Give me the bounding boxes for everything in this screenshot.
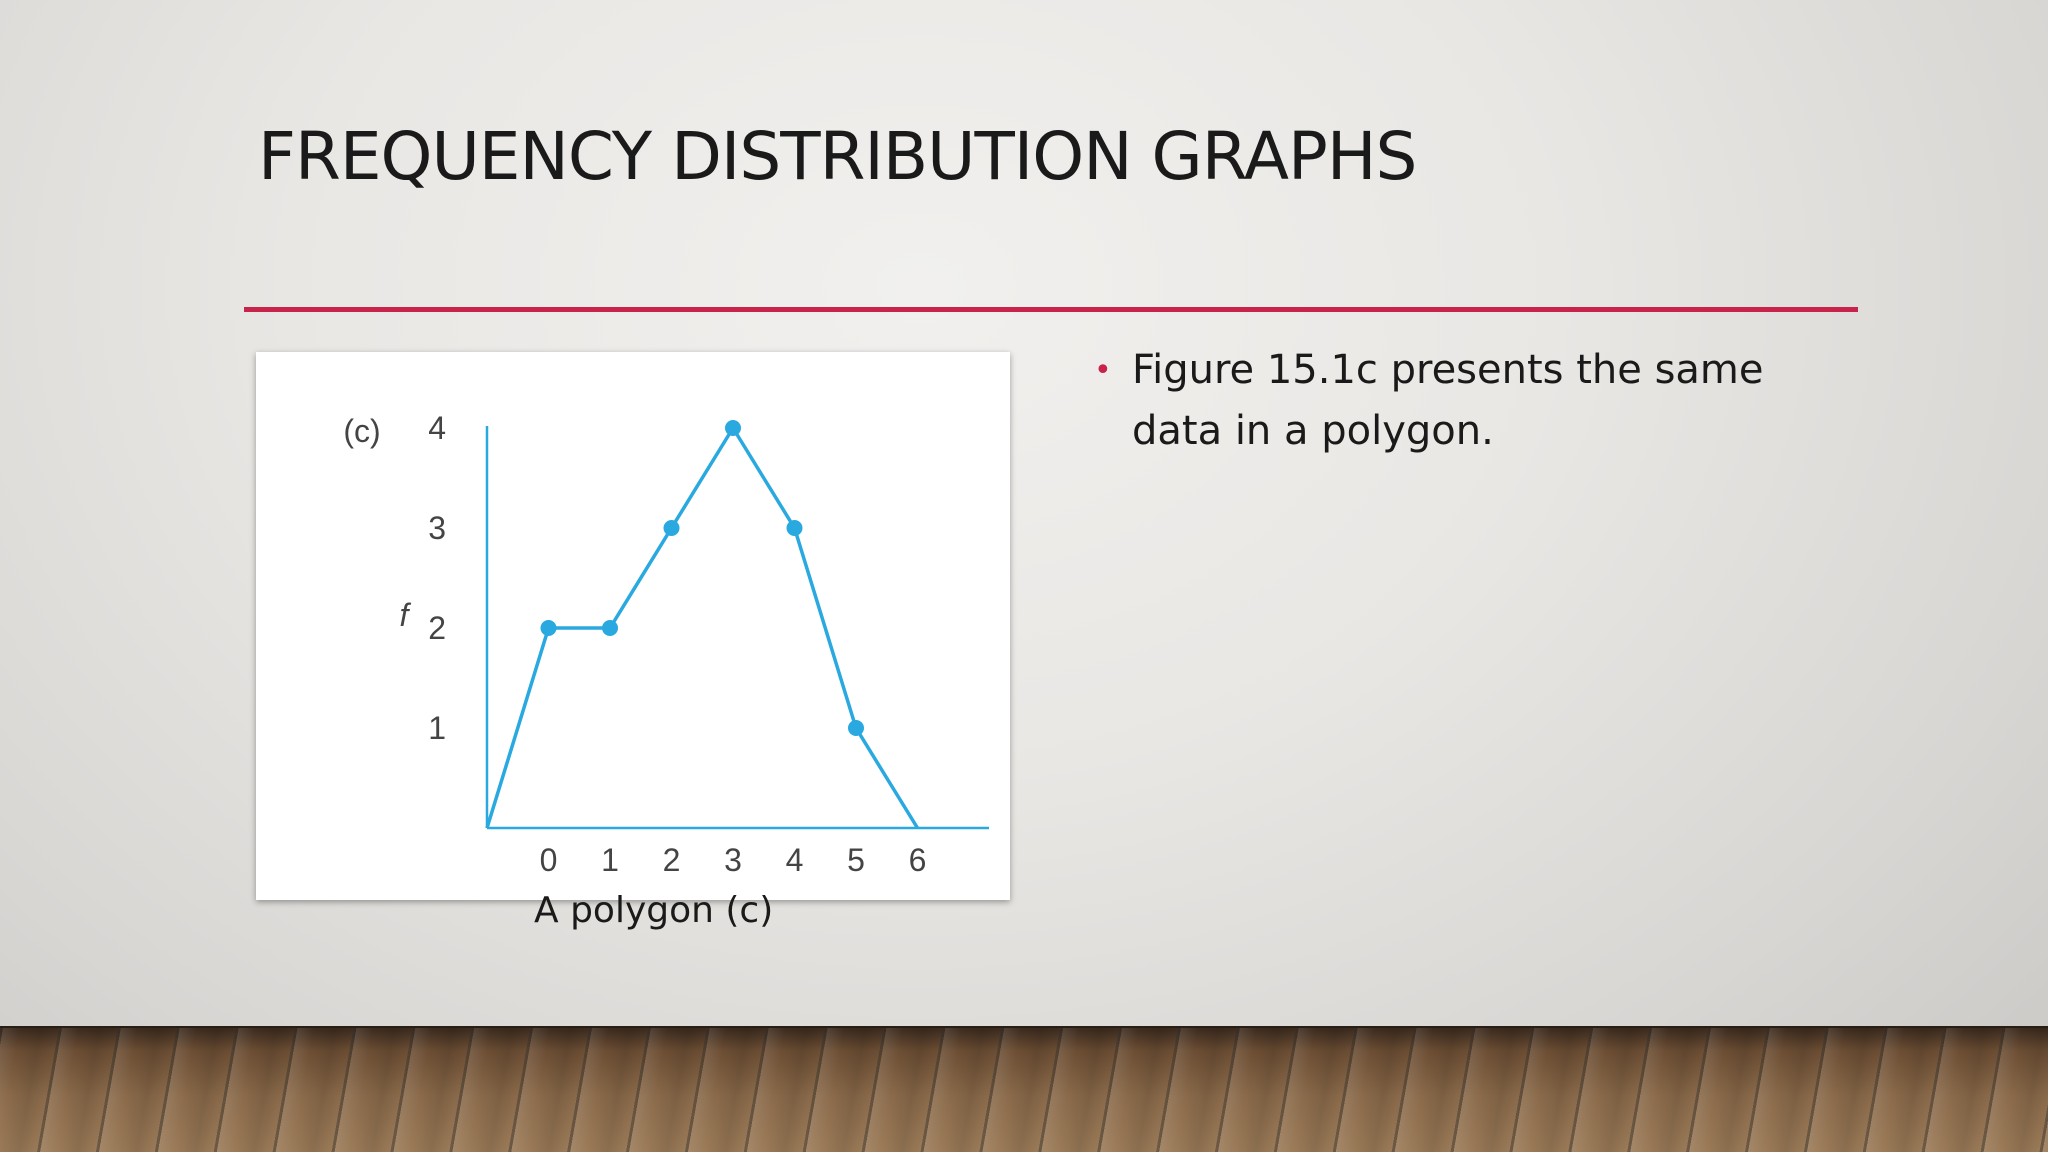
y-tick-label: 4 — [428, 410, 446, 446]
data-point — [786, 520, 803, 536]
wood-floor-decoration — [0, 1028, 2048, 1152]
slide-title: FREQUENCY DISTRIBUTION GRAPHS — [258, 118, 1417, 195]
bullet-text: Figure 15.1c presents the same data in a… — [1132, 347, 1764, 454]
x-tick-label: 4 — [786, 842, 804, 878]
bullet-icon: • — [1094, 353, 1112, 388]
x-tick-label: 6 — [909, 842, 927, 878]
figure-panel: 0 1 2 3 4 5 6 1 2 3 4 f (c) — [256, 352, 1010, 900]
y-tick-label: 2 — [428, 610, 446, 646]
x-tick-label: 0 — [540, 842, 558, 878]
y-tick-label: 3 — [428, 510, 446, 546]
x-tick-label: 2 — [663, 842, 681, 878]
x-tick-label: 5 — [847, 842, 865, 878]
title-divider — [244, 307, 1858, 312]
panel-label: (c) — [343, 413, 380, 449]
data-point — [848, 720, 864, 736]
data-point — [663, 520, 680, 536]
polygon-chart: 0 1 2 3 4 5 6 1 2 3 4 f (c) — [343, 410, 989, 878]
data-point — [725, 420, 741, 436]
y-axis-label: f — [400, 597, 412, 633]
x-tick-label: 3 — [724, 842, 742, 878]
data-point — [602, 620, 618, 636]
bullet-item: • Figure 15.1c presents the same data in… — [1090, 340, 1850, 462]
series-line — [485, 426, 919, 829]
x-tick-label: 1 — [601, 842, 619, 878]
data-point — [540, 620, 557, 636]
y-tick-label: 1 — [428, 710, 446, 746]
figure-caption: A polygon (c) — [534, 890, 774, 931]
bullet-list: • Figure 15.1c presents the same data in… — [1090, 340, 1850, 462]
